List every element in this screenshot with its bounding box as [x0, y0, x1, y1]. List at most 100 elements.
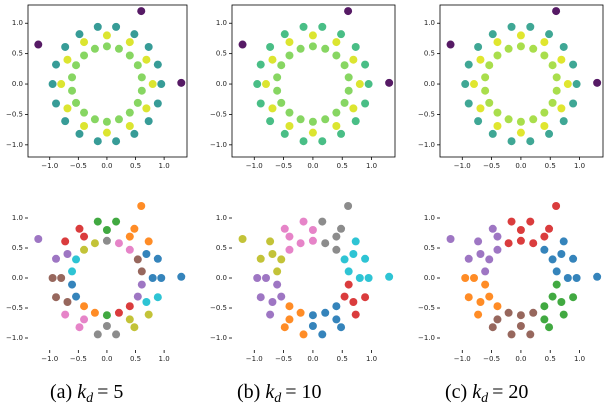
x-tick-label: 1.0	[366, 355, 377, 363]
point	[125, 38, 134, 47]
point	[557, 250, 566, 258]
point	[470, 274, 479, 282]
point	[540, 245, 549, 254]
x-tick-label: 0.0	[307, 355, 318, 363]
point	[133, 98, 142, 107]
point	[256, 60, 265, 69]
caption-subscript: d	[274, 391, 282, 406]
point	[125, 302, 134, 311]
point	[355, 274, 364, 282]
point	[114, 115, 123, 124]
point	[340, 255, 349, 264]
point	[256, 293, 265, 302]
point	[125, 245, 134, 254]
point	[351, 310, 360, 319]
point	[90, 44, 99, 53]
point	[364, 80, 373, 89]
point	[75, 323, 84, 332]
point	[153, 254, 162, 263]
point	[144, 237, 153, 246]
y-tick-label: 0.5	[12, 244, 23, 252]
x-tick-label: 1.0	[574, 355, 585, 363]
caption-symbol: k	[265, 381, 275, 403]
point	[552, 73, 561, 82]
point	[504, 239, 513, 248]
point	[296, 308, 305, 317]
x-tick-label: −0.5	[483, 162, 500, 170]
point	[125, 232, 134, 241]
point	[332, 232, 341, 241]
axes-frame	[231, 4, 396, 158]
y-tick-label: 0.0	[216, 274, 227, 282]
point	[349, 55, 358, 64]
point	[268, 104, 277, 113]
point	[72, 98, 81, 107]
point	[476, 298, 485, 306]
point	[153, 60, 162, 69]
point	[540, 302, 549, 311]
point	[130, 129, 139, 138]
point	[130, 30, 139, 39]
point	[321, 239, 330, 248]
point	[142, 250, 151, 258]
point	[340, 292, 349, 301]
point	[280, 129, 289, 138]
point	[296, 239, 305, 248]
point	[308, 236, 317, 245]
y-tick-label: 1.0	[12, 19, 23, 27]
point	[321, 115, 330, 124]
point	[385, 272, 394, 281]
point	[238, 235, 247, 243]
point	[344, 73, 353, 82]
point	[493, 245, 502, 254]
point	[57, 274, 66, 282]
point	[385, 78, 394, 87]
point	[464, 254, 473, 263]
point	[507, 137, 516, 146]
point	[177, 78, 186, 87]
y-tick-label: 0.0	[216, 80, 227, 88]
caption-tag: (b)	[237, 381, 260, 403]
point	[266, 310, 275, 319]
point	[266, 42, 275, 51]
point	[61, 237, 70, 246]
x-tick-label: 0.5	[130, 162, 141, 170]
point	[516, 236, 525, 245]
y-tick-label: −1.0	[418, 141, 435, 149]
point	[572, 274, 581, 282]
point	[277, 61, 286, 70]
point	[318, 217, 327, 226]
point	[548, 61, 557, 70]
point	[464, 60, 473, 69]
x-tick-label: 0.5	[545, 355, 556, 363]
point	[48, 80, 57, 89]
point	[52, 60, 61, 69]
point	[563, 80, 572, 89]
point	[142, 55, 151, 64]
point	[296, 44, 305, 53]
point	[446, 235, 455, 243]
point	[280, 323, 289, 332]
point	[93, 217, 102, 226]
point	[125, 51, 134, 60]
point	[137, 267, 146, 276]
point	[299, 22, 308, 31]
x-tick-label: 1.0	[159, 162, 170, 170]
point	[72, 61, 81, 70]
point	[90, 308, 99, 317]
y-tick-label: 0.0	[424, 80, 435, 88]
point	[80, 302, 89, 311]
point	[285, 51, 294, 60]
point	[332, 302, 341, 311]
point	[125, 121, 134, 130]
point	[476, 250, 485, 258]
point	[529, 239, 538, 248]
point	[485, 255, 494, 264]
y-tick-label: −1.0	[210, 141, 227, 149]
y-tick-label: 0.5	[216, 50, 227, 58]
point	[308, 311, 317, 320]
point	[526, 217, 535, 226]
point	[540, 108, 549, 117]
point	[516, 128, 525, 137]
point	[569, 293, 578, 302]
